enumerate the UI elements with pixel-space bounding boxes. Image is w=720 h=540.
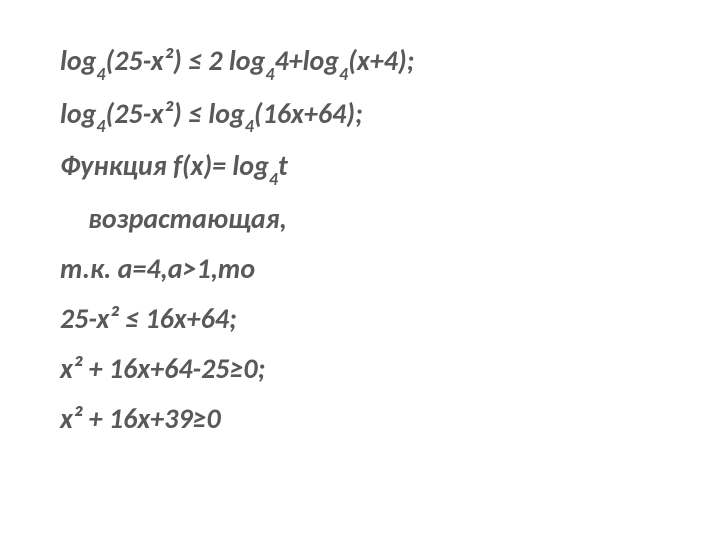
subscript-1c: 4 (339, 63, 348, 85)
text-part3: 4+log (274, 43, 339, 78)
text-part2b: (25-x²) ≤ log (106, 96, 245, 131)
equation-line-7: x² + 16x+39≥0 (60, 398, 680, 440)
text-ineq3: x² + 16x+39≥0 (60, 401, 221, 436)
equation-line-3: Функция f(x)= log4t (60, 145, 680, 190)
equation-line-4: т.к. a=4,a>1,то (60, 248, 680, 290)
subscript-2a: 4 (96, 115, 105, 137)
text-since: т.к. a=4,a>1,то (60, 251, 255, 286)
text-t: t (278, 148, 288, 183)
subscript-1b: 4 (265, 63, 274, 85)
subscript-3: 4 (269, 168, 278, 190)
text-log2: log (60, 96, 96, 131)
equation-line-6: x² + 16x+64-25≥0; (60, 348, 680, 390)
equation-line-2: log4(25-x²) ≤ log4(16x+64); (60, 93, 680, 138)
text-increasing: возрастающая, (88, 201, 287, 236)
subscript-1a: 4 (96, 63, 105, 85)
equation-line-5: 25-x² ≤ 16x+64; (60, 298, 680, 340)
equation-line-3-cont: возрастающая, (60, 198, 680, 240)
text-ineq1: 25-x² ≤ 16x+64; (60, 301, 237, 336)
text-func: Функция f(x)= log (60, 148, 269, 183)
equation-line-1: log4(25-x²) ≤ 2 log44+log4(x+4); (60, 40, 680, 85)
text-part2: (25-x²) ≤ 2 log (106, 43, 266, 78)
text-part2c: (16x+64); (254, 96, 363, 131)
subscript-2b: 4 (245, 115, 254, 137)
text-log1: log (60, 43, 96, 78)
text-part4: (x+4); (348, 43, 414, 78)
text-ineq2: x² + 16x+64-25≥0; (60, 351, 265, 386)
